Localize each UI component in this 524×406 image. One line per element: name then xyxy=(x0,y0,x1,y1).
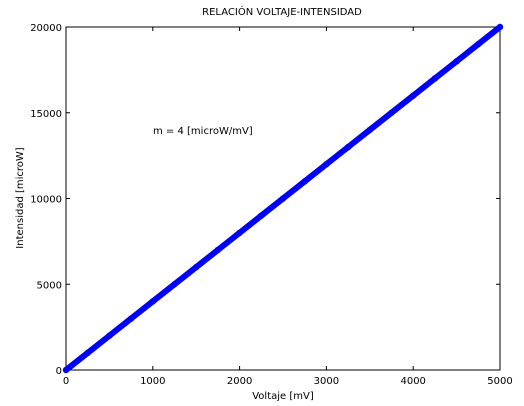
x-tick-label: 3000 xyxy=(314,376,339,387)
data-point xyxy=(496,23,504,31)
data-point xyxy=(236,229,243,236)
data-point xyxy=(106,332,113,339)
x-tick-label: 2000 xyxy=(227,376,252,387)
series-layer xyxy=(62,23,504,374)
data-point xyxy=(84,349,91,357)
x-tick-label: 1000 xyxy=(140,376,165,387)
data-point xyxy=(301,178,308,185)
data-point xyxy=(149,298,156,305)
chart-title: RELACIÓN VOLTAJE-INTENSIDAD xyxy=(202,5,362,18)
y-tick-label: 5000 xyxy=(37,280,62,291)
data-point xyxy=(388,109,395,116)
data-point xyxy=(323,161,330,168)
data-point xyxy=(410,92,417,99)
data-point xyxy=(475,40,482,48)
data-point xyxy=(214,246,222,254)
y-tick-label: 15000 xyxy=(30,109,62,120)
data-point xyxy=(453,58,460,65)
data-point xyxy=(344,143,352,151)
data-point xyxy=(171,281,178,288)
slope-annotation: m = 4 [microW/mV] xyxy=(153,126,253,137)
data-point xyxy=(258,212,265,219)
data-point xyxy=(279,195,287,202)
data-point xyxy=(431,75,439,82)
data-point xyxy=(62,366,70,374)
data-point xyxy=(193,263,200,271)
data-point xyxy=(127,315,135,322)
x-tick-label: 5000 xyxy=(487,376,512,387)
x-tick-label: 0 xyxy=(63,376,69,387)
y-tick-label: 0 xyxy=(56,366,62,377)
x-tick-label: 4000 xyxy=(400,376,425,387)
y-axis-label: Intensidad [microW] xyxy=(15,147,26,249)
x-axis-label: Voltaje [mV] xyxy=(252,391,314,402)
data-point xyxy=(366,126,373,134)
y-tick-label: 10000 xyxy=(30,195,62,206)
y-tick-label: 20000 xyxy=(30,23,62,34)
